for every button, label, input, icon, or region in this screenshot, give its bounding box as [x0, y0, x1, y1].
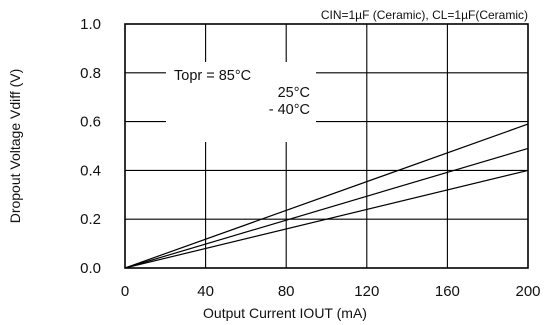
series-line [124, 147, 529, 269]
plot-frame [124, 23, 529, 269]
x-tick-label: 160 [435, 283, 460, 300]
x-axis-title: Output Current IOUT (mA) [203, 305, 367, 321]
x-tick-label: 0 [121, 283, 129, 300]
y-tick-labels: 0.0 0.2 0.4 0.6 0.8 1.0 [80, 16, 101, 277]
x-tick-label: 80 [278, 283, 295, 300]
x-tick-label: 40 [197, 283, 214, 300]
y-tick-label: 1.0 [80, 16, 101, 33]
chart-annotation: CIN=1µF (Ceramic), CL=1µF(Ceramic) [321, 8, 528, 22]
x-tick-labels: 0 40 80 120 160 200 [121, 283, 541, 300]
legend-entry: 25°C [278, 85, 310, 101]
y-tick-label: 0.4 [80, 162, 101, 179]
y-tick-label: 0.2 [80, 211, 101, 228]
x-tick-label: 200 [515, 283, 540, 300]
series-lines [124, 123, 529, 269]
legend-entry: - 40°C [269, 102, 310, 118]
legend-background [166, 62, 316, 142]
y-tick-label: 0.6 [80, 114, 101, 131]
y-tick-label: 0.0 [80, 260, 101, 277]
y-tick-label: 0.8 [80, 65, 101, 82]
legend-entry: Topr = 85°C [174, 68, 251, 84]
series-line [124, 123, 529, 269]
series-line [124, 169, 529, 269]
legend: Topr = 85°C 25°C- 40°C [174, 68, 310, 118]
y-axis-title: Dropout Voltage Vdiff (V) [7, 69, 23, 224]
x-tick-label: 120 [354, 283, 379, 300]
